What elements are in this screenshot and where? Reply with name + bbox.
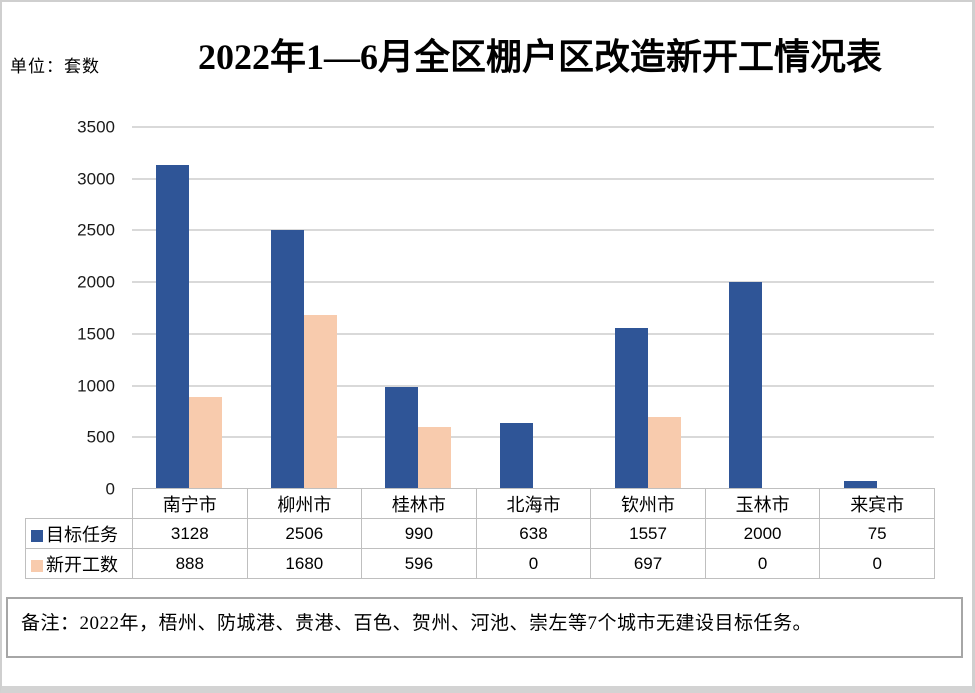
y-axis-tick-label: 2000: [77, 272, 115, 292]
table-value-cell: 888: [132, 548, 248, 579]
gridline: [132, 281, 934, 284]
table-series-label: 目标任务: [25, 518, 133, 549]
bar-target-tasks: [614, 327, 648, 489]
gridline: [132, 126, 934, 128]
category-column: [819, 127, 934, 489]
table-series-row: 新开工数 888 1680 596 0 697 0 0: [25, 548, 935, 579]
legend-swatch-target-tasks: [31, 529, 43, 542]
plot-columns: [132, 127, 934, 489]
y-axis-tick-label: 500: [86, 427, 115, 447]
table-series-label: 新开工数: [25, 548, 133, 579]
bar-target-tasks: [500, 423, 534, 489]
table-category-header: 玉林市: [704, 488, 821, 519]
note-text: 备注：2022年，梧州、防城港、贵港、百色、贺州、河池、崇左等7个城市无建设目标…: [21, 613, 813, 634]
data-table: 南宁市 柳州市 桂林市 北海市 钦州市 玉林市 来宾市 目标任务 3128 2506 990 638 1…: [25, 488, 935, 579]
table-category-header: 柳州市: [246, 488, 363, 519]
gridline: [132, 332, 934, 335]
series-name: 新开工数: [46, 554, 118, 575]
bar-target-tasks: [385, 386, 419, 489]
table-category-header: 南宁市: [132, 488, 248, 519]
legend-swatch-new-starts: [31, 559, 43, 572]
category-column: [361, 127, 476, 489]
y-axis-tick-label: 1500: [77, 324, 115, 344]
table-value-cell: 990: [361, 518, 477, 549]
unit-label: 单位：套数: [10, 57, 100, 76]
table-category-header: 北海市: [475, 488, 592, 519]
bar-target-tasks: [270, 229, 304, 489]
table-category-header: 桂林市: [361, 488, 477, 519]
table-value-cell: 638: [475, 518, 592, 549]
table-value-cell: 3128: [132, 518, 248, 549]
table-series-row: 目标任务 3128 2506 990 638 1557 2000 75: [25, 518, 935, 549]
table-value-cell: 2000: [704, 518, 821, 549]
y-axis: 0 500 1000 1500 2000 2500 3000 3500: [40, 119, 115, 498]
y-axis-tick-label: 0: [105, 479, 115, 499]
chart-title: 2022年1—6月全区棚户区改造新开工情况表: [197, 37, 882, 77]
bar-new-starts: [189, 397, 223, 489]
category-column: [247, 127, 362, 489]
plot-area: [132, 126, 934, 489]
bar-new-starts: [647, 416, 681, 489]
table-value-cell: 1680: [246, 548, 363, 579]
bar-target-tasks: [156, 165, 190, 489]
y-axis-tick-label: 2500: [77, 220, 115, 240]
category-column: [705, 127, 820, 489]
series-name: 目标任务: [46, 524, 118, 545]
table-value-cell: 75: [819, 518, 935, 549]
table-value-cell: 0: [704, 548, 821, 579]
table-value-cell: 697: [590, 548, 706, 579]
table-value-cell: 2506: [246, 518, 363, 549]
y-axis-tick-label: 3500: [77, 117, 115, 137]
table-category-header: 钦州市: [590, 488, 706, 519]
table-header-row: 南宁市 柳州市 桂林市 北海市 钦州市 玉林市 来宾市: [26, 488, 935, 519]
gridline: [132, 177, 934, 180]
category-column: [132, 127, 247, 489]
category-column: [590, 127, 705, 489]
note-box: 备注：2022年，梧州、防城港、贵港、百色、贺州、河池、崇左等7个城市无建设目标…: [6, 597, 963, 658]
table-value-cell: 596: [361, 548, 477, 579]
y-axis-tick-label: 3000: [77, 169, 115, 189]
table-category-header: 来宾市: [819, 488, 935, 519]
y-axis-tick-label: 1000: [77, 376, 115, 396]
table-value-cell: 0: [819, 548, 935, 579]
category-column: [476, 127, 591, 489]
gridline: [132, 384, 934, 387]
bar-target-tasks: [729, 282, 763, 489]
table-corner-cell: [26, 489, 133, 519]
gridline: [132, 229, 934, 232]
table-value-cell: 1557: [590, 518, 706, 549]
bar-new-starts: [303, 315, 337, 489]
table-value-cell: 0: [475, 548, 592, 579]
bar-new-starts: [418, 427, 452, 489]
data-table-body: 南宁市 柳州市 桂林市 北海市 钦州市 玉林市 来宾市 目标任务 3128 2506 990 638 1…: [25, 488, 935, 579]
bar-target-tasks: [843, 481, 877, 489]
